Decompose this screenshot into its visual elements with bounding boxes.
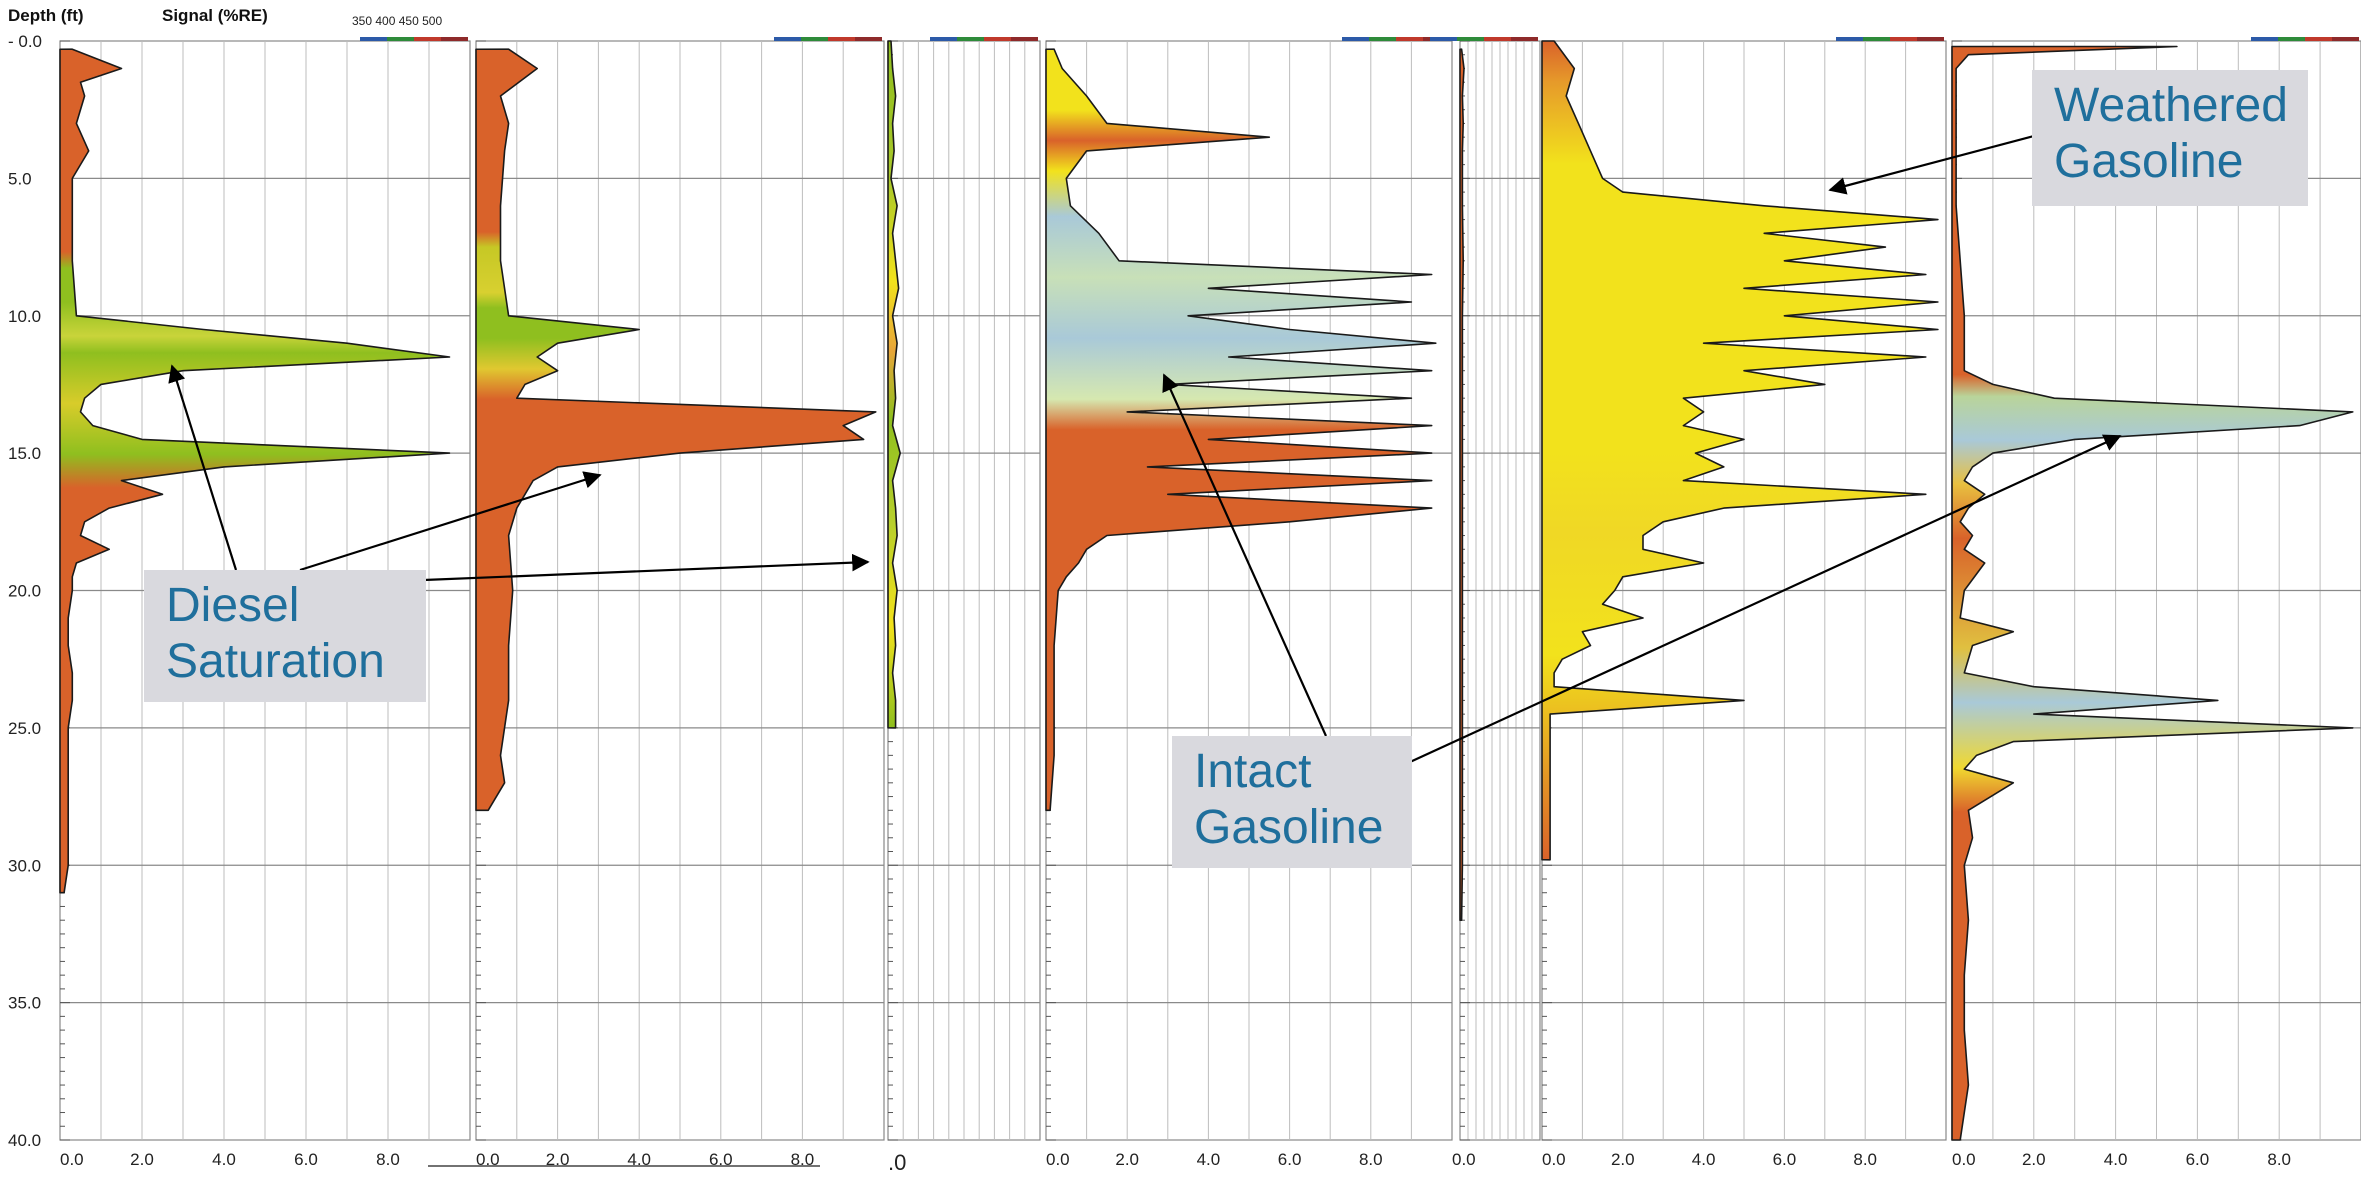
wavelength-strip: [1890, 37, 1917, 41]
x-tick-label: 6.0: [2186, 1150, 2210, 1169]
x-tick-label: 8.0: [1853, 1150, 1877, 1169]
wavelength-strip: [957, 37, 984, 41]
wavelength-strip: [2278, 37, 2305, 41]
wavelength-strip: [2251, 37, 2278, 41]
x-tick-label: 8.0: [1359, 1150, 1383, 1169]
depth-tick-label: 5.0: [8, 169, 32, 188]
wavelength-strip: [1342, 37, 1369, 41]
wavelength-strip: [984, 37, 1011, 41]
wavelength-strip: [414, 37, 441, 41]
intact-gasoline-callout: Intact Gasoline: [1172, 736, 1412, 868]
wavelength-strip: [1457, 37, 1484, 41]
wavelength-strip: [387, 37, 414, 41]
depth-axis-title: Depth (ft): [8, 6, 84, 26]
x-tick-label: 0.0: [1952, 1150, 1976, 1169]
x-tick-label: 2.0: [130, 1150, 154, 1169]
x-tick-label: 4.0: [1197, 1150, 1221, 1169]
wavelength-legend: 350 400 450 500: [352, 14, 442, 28]
wavelength-strip: [801, 37, 828, 41]
wavelength-strip: [1369, 37, 1396, 41]
wavelength-strip: [1430, 37, 1457, 41]
wavelength-strip: [774, 37, 801, 41]
diesel-line-1: Diesel: [166, 578, 404, 634]
wavelength-strip: [360, 37, 387, 41]
x-tick-label: 0.0: [60, 1150, 84, 1169]
wavelength-strip: [441, 37, 468, 41]
wavelength-strip: [1836, 37, 1863, 41]
x-tick-label: 0.0: [1452, 1150, 1476, 1169]
weathered-line-1: Weathered: [2054, 78, 2286, 134]
x-tick-label: 2.0: [1115, 1150, 1139, 1169]
depth-tick-label: 15.0: [8, 444, 41, 463]
diesel-line-2: Saturation: [166, 634, 404, 690]
wavelength-strip: [930, 37, 957, 41]
depth-tick-label: 35.0: [8, 994, 41, 1013]
x-tick-label: 6.0: [294, 1150, 318, 1169]
wavelength-strip: [1863, 37, 1890, 41]
wavelength-strip: [1396, 37, 1423, 41]
depth-tick-label: 40.0: [8, 1131, 41, 1150]
wavelength-450: 450: [399, 14, 419, 28]
x-tick-label: 6.0: [1773, 1150, 1797, 1169]
wavelength-350: 350: [352, 14, 372, 28]
x-tick-label: 2.0: [1611, 1150, 1635, 1169]
depth-tick-label: 10.0: [8, 307, 41, 326]
x-tick-label: 4.0: [212, 1150, 236, 1169]
wavelength-strip: [1484, 37, 1511, 41]
wavelength-strip: [828, 37, 855, 41]
x-tick-label: 0.0: [1046, 1150, 1070, 1169]
depth-tick-label: 20.0: [8, 582, 41, 601]
x-tick-label: 8.0: [2267, 1150, 2291, 1169]
x-tick-label: 6.0: [1278, 1150, 1302, 1169]
x-tick-label: 8.0: [376, 1150, 400, 1169]
intact-line-2: Gasoline: [1194, 800, 1390, 856]
wavelength-strip: [1011, 37, 1038, 41]
wavelength-strip: [2305, 37, 2332, 41]
signal-axis-title: Signal (%RE): [162, 6, 268, 26]
wavelength-strip: [2332, 37, 2359, 41]
x-tick-label: 4.0: [1692, 1150, 1716, 1169]
x-tick-label: 2.0: [2022, 1150, 2046, 1169]
depth-tick-label: 25.0: [8, 719, 41, 738]
wavelength-strip: [855, 37, 882, 41]
depth-tick-label: 30.0: [8, 856, 41, 875]
diesel-saturation-callout: Diesel Saturation: [144, 570, 426, 702]
depth-tick-label: - 0.0: [8, 32, 42, 51]
wavelength-strip: [1917, 37, 1944, 41]
x-tick-label: 4.0: [2104, 1150, 2128, 1169]
wavelength-strip: [1511, 37, 1538, 41]
weathered-gasoline-callout: Weathered Gasoline: [2032, 70, 2308, 206]
weathered-line-2: Gasoline: [2054, 134, 2286, 190]
intact-line-1: Intact: [1194, 744, 1390, 800]
x-tick-label: 0.0: [1542, 1150, 1566, 1169]
wavelength-400: 400: [375, 14, 395, 28]
x-tick-label: .0: [888, 1150, 906, 1175]
wavelength-500: 500: [422, 14, 442, 28]
